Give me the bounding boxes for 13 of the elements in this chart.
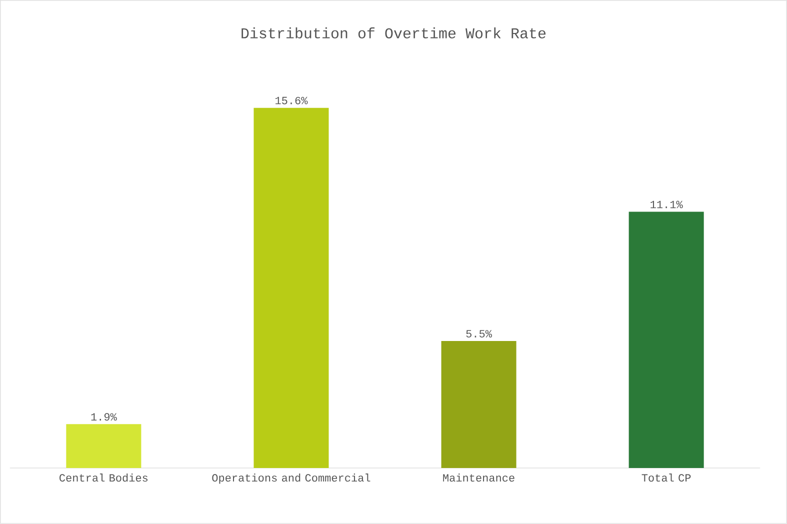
chart-title: Distribution of Overtime Work Rate bbox=[242, 27, 546, 38]
bar bbox=[628, 212, 704, 468]
data-label: 11.1% bbox=[650, 200, 683, 208]
data-label: 15.6% bbox=[276, 96, 308, 104]
bar bbox=[66, 424, 142, 468]
x-tick-label: Operations and Commercial bbox=[212, 474, 370, 484]
x-tick-label: Maintenance bbox=[443, 474, 514, 482]
x-tick-label: Central Bodies bbox=[60, 474, 148, 482]
x-tick-label: Total CP bbox=[642, 474, 691, 482]
data-label: 5.5% bbox=[466, 330, 492, 338]
bar bbox=[254, 108, 329, 468]
bar bbox=[441, 341, 516, 468]
data-label: 1.9% bbox=[91, 413, 117, 421]
